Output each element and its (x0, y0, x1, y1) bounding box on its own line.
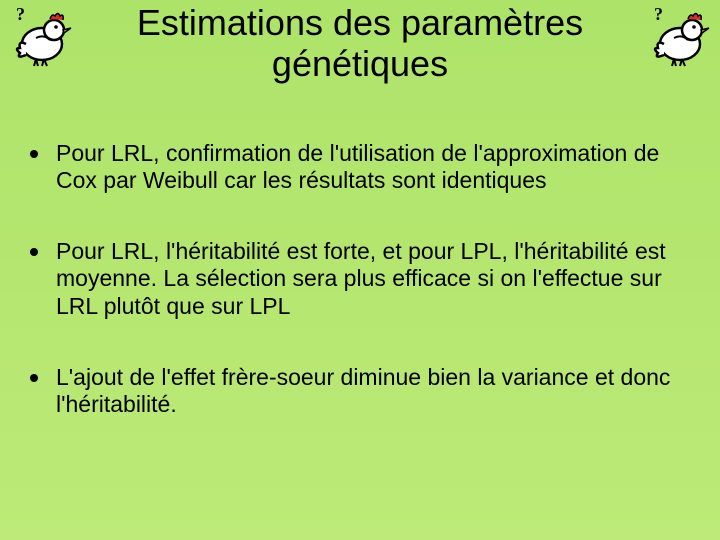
bullet-icon (30, 150, 38, 158)
bullet-icon (30, 248, 38, 256)
bullet-text: Pour LRL, confirmation de l'utilisation … (56, 140, 690, 194)
chicken-icon: ? (644, 4, 714, 68)
question-mark-icon: ? (654, 4, 663, 24)
list-item: Pour LRL, confirmation de l'utilisation … (26, 140, 690, 194)
bullet-list: Pour LRL, confirmation de l'utilisation … (26, 140, 690, 462)
slide: ? ? Estimations des paramètres génétique… (0, 0, 720, 540)
list-item: L'ajout de l'effet frère-soeur diminue b… (26, 364, 690, 418)
chicken-icon: ? (6, 4, 76, 68)
bullet-text: Pour LRL, l'héritabilité est forte, et p… (56, 238, 690, 319)
bullet-text: L'ajout de l'effet frère-soeur diminue b… (56, 364, 690, 418)
slide-title: Estimations des paramètres génétiques (80, 2, 640, 85)
list-item: Pour LRL, l'héritabilité est forte, et p… (26, 238, 690, 319)
question-mark-icon: ? (16, 4, 25, 24)
bullet-icon (30, 374, 38, 382)
